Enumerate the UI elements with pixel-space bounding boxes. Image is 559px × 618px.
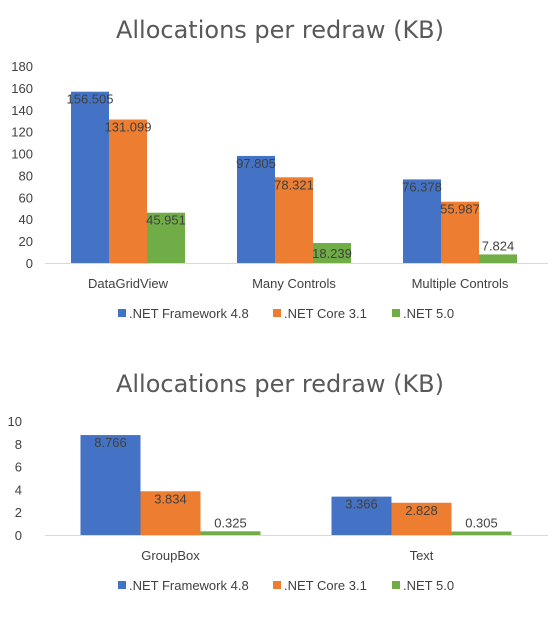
data-label: 7.824 <box>482 238 515 253</box>
data-label: 55.987 <box>440 202 480 217</box>
bar <box>109 119 147 263</box>
bar <box>147 212 185 263</box>
y-tick-label: 20 <box>19 234 33 249</box>
data-label: 0.305 <box>465 516 498 531</box>
y-tick-label: 0 <box>15 528 22 543</box>
bar <box>71 91 109 263</box>
legend-label: .NET 5.0 <box>403 578 454 593</box>
bar <box>403 179 441 263</box>
data-label: 2.828 <box>405 503 438 518</box>
legend-swatch <box>273 309 281 317</box>
y-tick-label: 180 <box>11 59 33 74</box>
bar <box>451 531 512 535</box>
bar <box>200 531 261 535</box>
y-tick-label: 40 <box>19 212 33 227</box>
legend-label: .NET 5.0 <box>403 306 454 321</box>
bar <box>275 177 313 263</box>
legend-swatch <box>118 581 126 589</box>
legend-swatch <box>273 581 281 589</box>
y-tick-label: 10 <box>8 414 22 429</box>
category-label: DataGridView <box>88 276 169 291</box>
chart-1: Allocations per redraw (KB) 0 20 40 60 80 100 1… <box>11 16 548 321</box>
chart-2: Allocations per redraw (KB) 0 2 4 6 8 10 8.766 3… <box>8 370 548 593</box>
legend-swatch <box>118 309 126 317</box>
data-label: 131.099 <box>105 120 152 135</box>
legend-swatch <box>392 581 400 589</box>
bar <box>331 496 392 535</box>
y-tick-label: 60 <box>19 190 33 205</box>
y-tick-label: 100 <box>11 147 33 162</box>
category-label: Text <box>410 548 434 563</box>
legend-label: .NET Core 3.1 <box>284 306 367 321</box>
data-label: 3.366 <box>345 497 378 512</box>
y-tick-label: 2 <box>15 505 22 520</box>
bar <box>391 502 452 535</box>
y-tick-label: 0 <box>26 256 33 271</box>
legend-label: .NET Core 3.1 <box>284 578 367 593</box>
data-label: 156.505 <box>67 92 114 107</box>
bar <box>80 435 141 535</box>
legend-label: .NET Framework 4.8 <box>129 306 249 321</box>
y-tick-label: 6 <box>15 460 22 475</box>
y-tick-label: 120 <box>11 125 33 140</box>
legend-swatch <box>392 309 400 317</box>
data-label: 3.834 <box>154 491 187 506</box>
data-label: 45.951 <box>146 213 186 228</box>
y-tick-label: 160 <box>11 81 33 96</box>
chart-title: Allocations per redraw (KB) <box>116 16 444 44</box>
data-label: 78.321 <box>274 177 314 192</box>
category-label: GroupBox <box>141 548 200 563</box>
legend: .NET Framework 4.8 .NET Core 3.1 .NET 5.0 <box>118 306 454 321</box>
y-tick-label: 8 <box>15 437 22 452</box>
y-tick-label: 80 <box>19 168 33 183</box>
bar <box>479 254 517 263</box>
legend-label: .NET Framework 4.8 <box>129 578 249 593</box>
data-label: 76.378 <box>402 179 442 194</box>
data-label: 8.766 <box>94 435 127 450</box>
bar <box>441 201 479 263</box>
data-label: 97.805 <box>236 156 276 171</box>
bar <box>237 155 275 263</box>
legend: .NET Framework 4.8 .NET Core 3.1 .NET 5.0 <box>118 578 454 593</box>
y-tick-label: 140 <box>11 103 33 118</box>
y-tick-label: 4 <box>15 482 22 497</box>
chart-title: Allocations per redraw (KB) <box>116 370 444 398</box>
category-label: Many Controls <box>252 276 336 291</box>
data-label: 18.239 <box>312 246 352 261</box>
category-label: Multiple Controls <box>412 276 509 291</box>
bar <box>140 491 201 535</box>
bar <box>313 243 351 263</box>
data-label: 0.325 <box>214 515 247 530</box>
